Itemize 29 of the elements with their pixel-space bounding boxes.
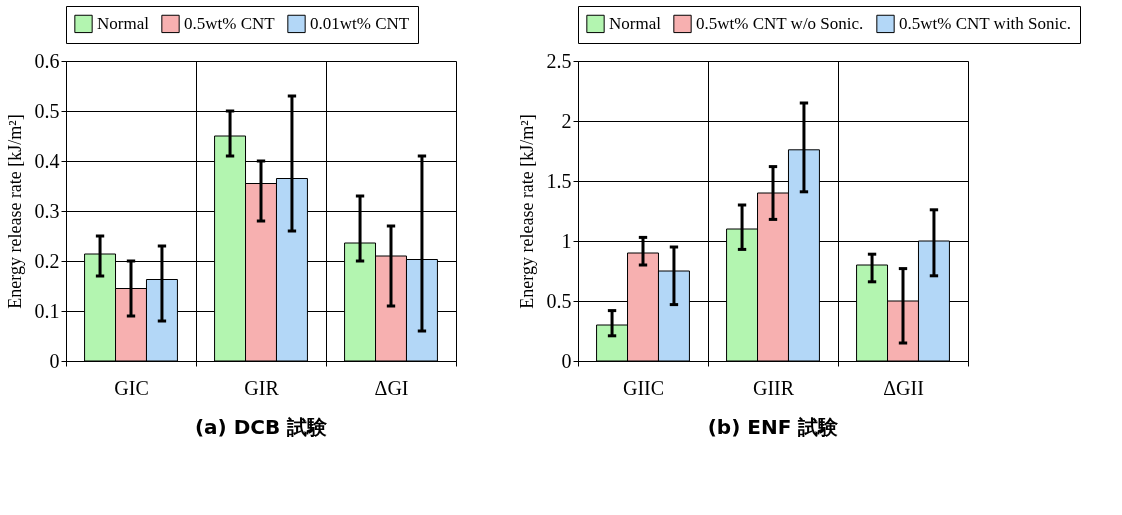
legend-label: 0.01wt% CNT	[310, 13, 410, 33]
y-axis-title: Energy release rate [kJ/m²]	[4, 114, 25, 309]
y-tick-label: 1.5	[546, 169, 572, 192]
y-axis-title: Energy release rate [kJ/m²]	[516, 114, 537, 309]
y-tick-label: 2	[561, 109, 572, 132]
y-tick-label: 0.5	[34, 99, 60, 122]
y-tick-label: 2.5	[546, 49, 572, 72]
x-tick-label: ΔGII	[883, 376, 924, 399]
y-tick-label: 0.1	[34, 299, 60, 322]
x-tick-label: GIIC	[622, 376, 665, 399]
text: (a) DCB 試験	[194, 415, 329, 439]
y-tick-label: 0.4	[34, 149, 60, 172]
y-tick-label: 0	[561, 349, 572, 372]
y-tick-label: 0.5	[546, 289, 572, 312]
x-tick-label: ΔGI	[374, 376, 409, 399]
legend-label: Normal	[97, 13, 150, 33]
y-tick-label: 0	[49, 349, 60, 372]
text: (b) ENF 試験	[707, 415, 840, 439]
legend-label: 0.5wt% CNT	[184, 13, 276, 33]
x-tick-label: GIR	[244, 376, 280, 399]
x-tick-label: GIC	[114, 376, 149, 399]
y-tick-label: 0.6	[34, 49, 60, 72]
y-tick-label: 0.3	[34, 199, 60, 222]
y-tick-label: 1	[561, 229, 572, 252]
x-tick-label: GIIR	[752, 376, 795, 399]
legend-label: 0.5wt% CNT w/o Sonic.	[696, 13, 864, 33]
legend-label: Normal	[609, 13, 662, 33]
legend-label: 0.5wt% CNT with Sonic.	[899, 13, 1072, 33]
y-tick-label: 0.2	[34, 249, 60, 272]
